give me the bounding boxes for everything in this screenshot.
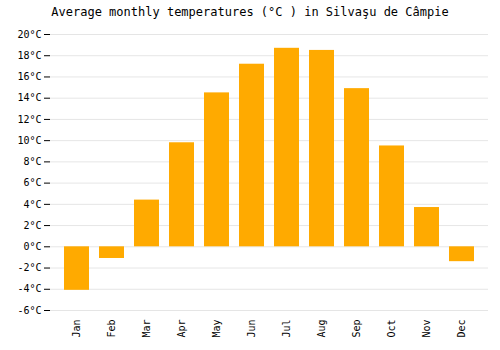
svg-text:Mar: Mar xyxy=(141,320,152,338)
svg-text:-4°C: -4°C xyxy=(17,283,41,294)
svg-text:Aug: Aug xyxy=(316,320,327,338)
svg-text:Nov: Nov xyxy=(421,320,432,338)
svg-text:Jun: Jun xyxy=(246,320,257,338)
svg-text:Dec: Dec xyxy=(456,320,467,338)
html-text:Average monthly temperatures (: Average monthly temperatures (°C ) in Si… xyxy=(51,5,449,19)
svg-text:8°C: 8°C xyxy=(23,156,41,167)
svg-text:20°C: 20°C xyxy=(17,29,41,40)
svg-text:14°C: 14°C xyxy=(17,92,41,103)
svg-text:2°C: 2°C xyxy=(23,220,41,231)
svg-text:Jan: Jan xyxy=(71,320,82,338)
svg-text:Jul: Jul xyxy=(281,320,292,338)
svg-text:Sep: Sep xyxy=(351,320,362,338)
svg-text:4°C: 4°C xyxy=(23,199,41,210)
svg-text:16°C: 16°C xyxy=(17,71,41,82)
svg-text:May: May xyxy=(211,320,222,338)
svg-text:0°C: 0°C xyxy=(23,241,41,252)
svg-text:10°C: 10°C xyxy=(17,135,41,146)
svg-text:18°C: 18°C xyxy=(17,50,41,61)
svg-text:Apr: Apr xyxy=(176,320,187,338)
svg-text:Oct: Oct xyxy=(386,320,397,338)
svg-text:-2°C: -2°C xyxy=(17,262,41,273)
svg-text:Feb: Feb xyxy=(106,320,117,338)
svg-text:-6°C: -6°C xyxy=(17,305,41,316)
svg-text:6°C: 6°C xyxy=(23,177,41,188)
svg-text:12°C: 12°C xyxy=(17,114,41,125)
